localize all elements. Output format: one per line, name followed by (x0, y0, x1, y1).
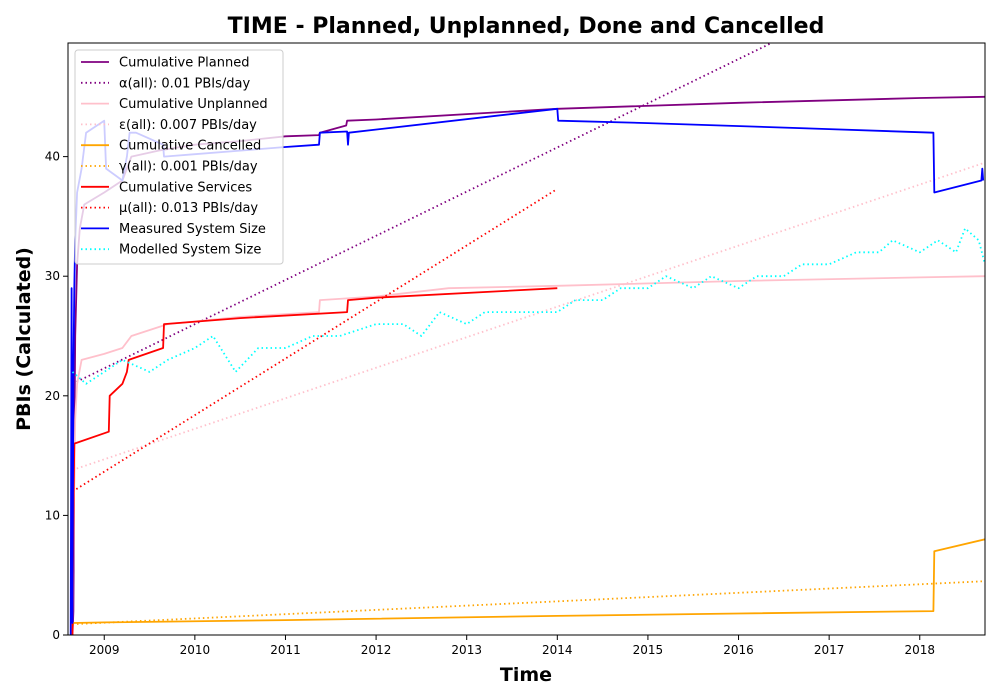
legend: Cumulative Planned α(all): 0.01 PBIs/day C… (74, 49, 284, 265)
legend-entry-8: Measured System Size (119, 222, 266, 237)
legend-entry-4: Cumulative Cancelled (119, 139, 261, 154)
x-axis: 2009 2010 2011 2012 2013 2014 2015 2016 2017 2018 (89, 635, 935, 657)
y-axis-label: PBIs (Calculated) (13, 247, 35, 431)
y-tick-label: 0 (52, 628, 60, 642)
legend-entry-9: Modelled System Size (119, 243, 261, 258)
legend-entry-7: μ(all): 0.013 PBIs/day (119, 201, 258, 216)
chart-title: TIME - Planned, Unplanned, Done and Canc… (228, 14, 825, 39)
legend-entry-2: Cumulative Unplanned (119, 97, 268, 112)
x-tick-label: 2009 (89, 643, 120, 657)
legend-entry-5: γ(all): 0.001 PBIs/day (119, 160, 258, 175)
x-tick-label: 2011 (270, 643, 301, 657)
x-tick-label: 2013 (451, 643, 482, 657)
x-tick-label: 2015 (633, 643, 664, 657)
x-tick-label: 2016 (723, 643, 754, 657)
legend-box (74, 49, 284, 265)
y-axis: 0 10 20 30 40 (45, 150, 68, 642)
x-tick-label: 2014 (542, 643, 573, 657)
series-line-9 (71, 227, 985, 385)
legend-entry-3: ε(all): 0.007 PBIs/day (119, 118, 257, 133)
legend-entry-6: Cumulative Services (119, 180, 252, 195)
series-line-3 (72, 161, 985, 471)
plot-frame (67, 42, 986, 636)
x-tick-label: 2017 (814, 643, 845, 657)
x-tick-label: 2012 (361, 643, 392, 657)
x-axis-label: Time (500, 664, 552, 686)
legend-entry-1: α(all): 0.01 PBIs/day (119, 76, 250, 91)
series-line-1 (72, 43, 774, 385)
series-line-4 (72, 538, 985, 624)
y-tick-label: 30 (45, 269, 60, 283)
x-tick-label: 2010 (180, 643, 211, 657)
x-tick-label: 2018 (904, 643, 935, 657)
y-tick-label: 40 (45, 150, 60, 164)
legend-entry-0: Cumulative Planned (119, 56, 249, 71)
series-line-7 (72, 188, 558, 493)
y-tick-label: 20 (45, 389, 60, 403)
series-line-6 (71, 287, 558, 635)
y-tick-label: 10 (45, 508, 60, 522)
series-line-5 (72, 580, 985, 626)
